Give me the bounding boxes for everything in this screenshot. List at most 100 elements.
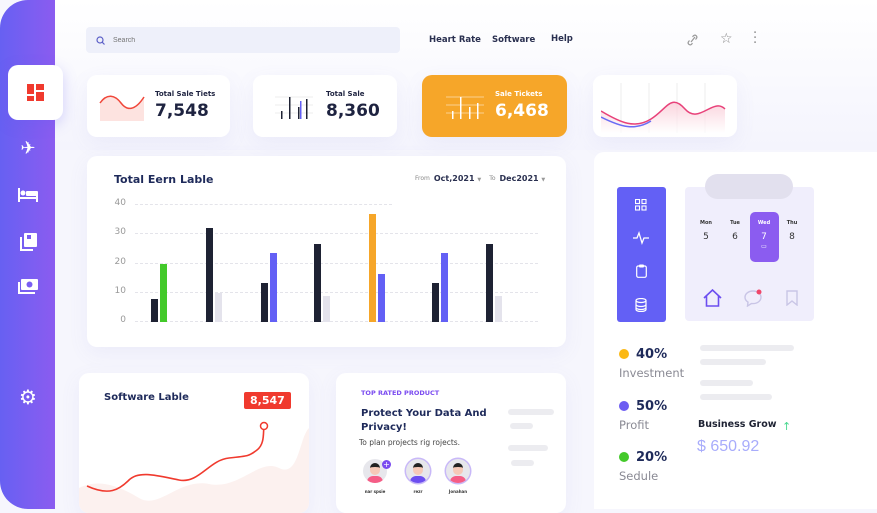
link-icon[interactable] bbox=[686, 33, 699, 47]
kpi-title: Sale Tickets bbox=[495, 90, 543, 98]
sidebar-item-bookings[interactable] bbox=[14, 228, 42, 256]
kpi-card-total-sale-tiets: Total Sale Tiets 7,548 bbox=[87, 75, 230, 137]
stat-percent: 40% bbox=[636, 347, 668, 362]
product-title: Protect Your Data And Privacy! bbox=[361, 408, 487, 433]
bed-icon bbox=[18, 188, 38, 202]
calendar-day[interactable]: Thu 8 bbox=[786, 220, 798, 242]
nav-link-software[interactable]: Software bbox=[492, 35, 536, 45]
bar bbox=[261, 282, 268, 322]
bar-chart-icon bbox=[275, 96, 313, 119]
bar bbox=[486, 244, 493, 322]
kpi-card-total-sale: Total Sale 8,360 bbox=[253, 75, 397, 137]
product-card: TOP RATED PRODUCT Protect Your Data And … bbox=[336, 373, 566, 513]
avatar-name: nar spsie bbox=[364, 489, 386, 494]
search-bar[interactable] bbox=[86, 27, 400, 53]
avatar[interactable] bbox=[363, 459, 387, 483]
software-card: Software Lable 8,547 bbox=[79, 373, 309, 513]
bar bbox=[495, 295, 502, 322]
sidebar: ✈ ⚙ bbox=[0, 0, 63, 509]
gear-icon: ⚙ bbox=[19, 385, 37, 409]
grid-line bbox=[135, 262, 538, 264]
airplane-icon: ✈ bbox=[20, 137, 36, 159]
stat-label: Investment bbox=[619, 366, 685, 380]
search-input[interactable] bbox=[113, 36, 373, 44]
grid-line bbox=[135, 291, 538, 293]
kpi-title: Total Sale Tiets bbox=[155, 90, 216, 98]
legend-dot bbox=[619, 401, 629, 411]
sidebar-item-dashboard[interactable] bbox=[8, 65, 63, 120]
sidebar-item-payments[interactable] bbox=[14, 273, 42, 301]
from-select[interactable]: Oct,2021 ▼ bbox=[433, 174, 482, 183]
y-tick-label: 40 bbox=[114, 198, 126, 208]
calendar-day[interactable]: Wed 7 ▭ bbox=[757, 220, 771, 250]
kpi-value: 8,360 bbox=[326, 101, 380, 121]
wave-chart-icon bbox=[99, 95, 145, 121]
home-icon[interactable] bbox=[703, 289, 722, 307]
sidebar-item-flights[interactable]: ✈ bbox=[14, 134, 42, 162]
database-icon[interactable] bbox=[635, 298, 647, 312]
software-badge: 8,547 bbox=[244, 392, 291, 409]
chart-title: Total Eern Lable bbox=[114, 173, 214, 186]
legend-dot bbox=[619, 452, 629, 462]
selected-day-highlight bbox=[750, 212, 779, 262]
stat-label: Sedule bbox=[619, 469, 659, 483]
product-subtitle: To plan projects rig rojects. bbox=[359, 438, 461, 447]
bookmark-icon[interactable] bbox=[786, 290, 798, 306]
grid-line bbox=[135, 321, 538, 322]
add-member-icon[interactable]: + bbox=[382, 460, 391, 469]
kpi-value: 7,548 bbox=[155, 101, 209, 121]
calendar-day[interactable]: Tue 6 bbox=[730, 220, 740, 242]
search-icon bbox=[96, 35, 105, 45]
chat-icon[interactable] bbox=[744, 289, 763, 307]
mini-sidebar bbox=[617, 187, 666, 322]
dashboard-icon bbox=[27, 84, 44, 101]
avatar-name: Jonahan bbox=[448, 489, 468, 494]
stat-percent: 50% bbox=[636, 399, 668, 414]
to-select[interactable]: Dec2021 ▼ bbox=[499, 174, 546, 183]
y-tick-label: 0 bbox=[120, 315, 126, 325]
bar bbox=[270, 253, 277, 322]
bar bbox=[215, 292, 222, 322]
sidebar-item-settings[interactable]: ⚙ bbox=[14, 383, 42, 411]
bar bbox=[323, 295, 330, 322]
business-value: $ 650.92 bbox=[697, 438, 760, 455]
nav-link-heart-rate[interactable]: Heart Rate bbox=[429, 35, 481, 45]
bar bbox=[151, 298, 158, 322]
bar bbox=[432, 282, 439, 322]
legend-dot bbox=[619, 349, 629, 359]
grid-line bbox=[135, 233, 538, 235]
sidebar-item-hotel[interactable] bbox=[14, 181, 42, 209]
trend-line-card bbox=[593, 75, 737, 137]
y-tick-label: 30 bbox=[114, 227, 126, 238]
y-tick-label: 10 bbox=[114, 285, 126, 296]
to-label: To bbox=[489, 175, 496, 182]
y-tick-label: 20 bbox=[114, 256, 126, 267]
from-label: From bbox=[415, 175, 430, 182]
stat-label: Profit bbox=[619, 418, 649, 432]
nav-link-help[interactable]: Help bbox=[551, 34, 573, 44]
kpi-title: Total Sale bbox=[326, 90, 365, 98]
activity-icon[interactable] bbox=[633, 231, 649, 245]
avatar[interactable] bbox=[406, 459, 430, 483]
software-title: Software Lable bbox=[104, 392, 189, 403]
bar bbox=[441, 253, 448, 322]
date-range: From Oct,2021 ▼ To Dec2021 ▼ bbox=[415, 174, 545, 183]
bar bbox=[160, 263, 167, 322]
calendar-day[interactable]: Mon 5 bbox=[700, 220, 712, 242]
bar bbox=[314, 244, 321, 322]
calendar-handle bbox=[705, 174, 793, 199]
arrow-up-icon: ↑ bbox=[782, 420, 792, 433]
bar bbox=[378, 273, 385, 322]
more-options-icon[interactable]: · · · bbox=[753, 26, 758, 51]
trend-line-chart bbox=[601, 83, 726, 133]
software-line-chart bbox=[79, 421, 309, 513]
kpi-value: 6,468 bbox=[495, 101, 549, 121]
grid-icon[interactable] bbox=[635, 199, 647, 211]
bar-chart-icon bbox=[446, 96, 484, 119]
star-icon[interactable]: ☆ bbox=[720, 31, 733, 47]
book-icon bbox=[20, 233, 37, 251]
avatar-name: rezr bbox=[413, 489, 423, 494]
grid-line bbox=[135, 204, 392, 205]
clipboard-icon[interactable] bbox=[636, 264, 647, 278]
avatar[interactable] bbox=[446, 459, 470, 483]
